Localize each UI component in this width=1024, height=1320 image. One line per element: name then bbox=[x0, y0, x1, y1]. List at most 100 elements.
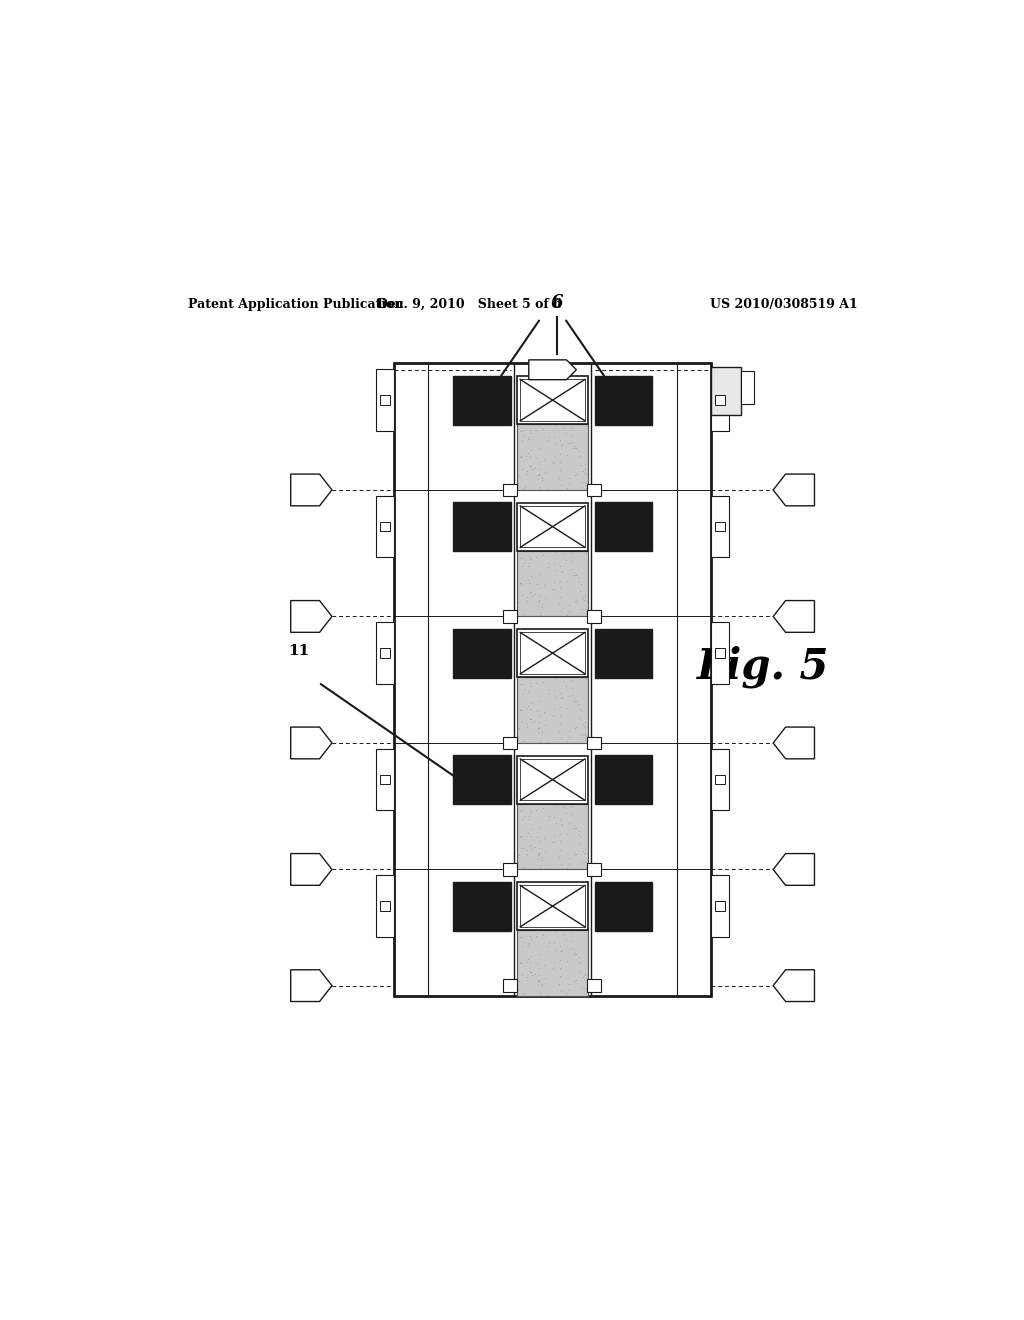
Point bbox=[578, 857, 594, 878]
Polygon shape bbox=[773, 854, 814, 886]
Point bbox=[557, 929, 573, 950]
Bar bbox=[503, 483, 517, 496]
Point bbox=[551, 846, 567, 867]
Point bbox=[540, 556, 556, 577]
Point bbox=[566, 562, 583, 583]
Point bbox=[553, 814, 569, 836]
Point bbox=[522, 836, 539, 857]
Point bbox=[551, 594, 567, 615]
Point bbox=[532, 605, 549, 626]
Bar bbox=[380, 395, 390, 405]
Point bbox=[561, 974, 578, 995]
Point bbox=[517, 573, 534, 594]
Point bbox=[517, 603, 534, 624]
Point bbox=[570, 441, 587, 462]
Point bbox=[546, 680, 562, 701]
Point bbox=[532, 985, 549, 1006]
Point bbox=[567, 690, 584, 711]
Point bbox=[561, 467, 578, 488]
Point bbox=[530, 585, 547, 606]
Bar bbox=[715, 775, 725, 784]
Point bbox=[578, 668, 594, 689]
Point bbox=[561, 979, 578, 1001]
Point bbox=[578, 725, 594, 746]
Point bbox=[580, 590, 596, 611]
Point bbox=[521, 825, 538, 846]
Point bbox=[540, 731, 556, 752]
Point bbox=[566, 814, 583, 836]
Bar bbox=[520, 886, 585, 927]
Point bbox=[535, 723, 551, 744]
Point bbox=[512, 826, 528, 847]
Point bbox=[577, 711, 593, 733]
Point bbox=[521, 805, 538, 826]
Bar bbox=[517, 630, 588, 677]
Bar bbox=[517, 882, 588, 931]
Point bbox=[512, 927, 528, 948]
Bar bbox=[712, 875, 729, 937]
Point bbox=[529, 465, 546, 486]
Point bbox=[532, 478, 549, 499]
Point bbox=[529, 974, 546, 995]
Point bbox=[531, 477, 548, 498]
Point bbox=[517, 952, 534, 973]
Point bbox=[570, 445, 587, 466]
Point bbox=[551, 713, 567, 734]
Point bbox=[514, 936, 530, 957]
Point bbox=[531, 817, 548, 838]
Point bbox=[540, 479, 556, 500]
Point bbox=[552, 570, 568, 591]
Point bbox=[509, 817, 525, 838]
Point bbox=[514, 585, 530, 606]
Point bbox=[516, 678, 532, 700]
Point bbox=[577, 725, 593, 746]
Point bbox=[535, 975, 551, 997]
Point bbox=[517, 446, 534, 467]
Point bbox=[575, 969, 592, 990]
Point bbox=[578, 851, 594, 873]
Polygon shape bbox=[291, 727, 332, 759]
Point bbox=[523, 961, 540, 982]
Bar bbox=[715, 521, 725, 532]
Point bbox=[546, 553, 562, 574]
Text: US 2010/0308519 A1: US 2010/0308519 A1 bbox=[711, 297, 858, 310]
Point bbox=[540, 858, 556, 879]
Point bbox=[517, 857, 534, 878]
Point bbox=[573, 978, 590, 999]
Point bbox=[523, 928, 540, 949]
Point bbox=[546, 705, 562, 726]
Point bbox=[527, 837, 544, 858]
Bar bbox=[712, 367, 741, 414]
Point bbox=[552, 451, 568, 473]
Point bbox=[548, 813, 564, 834]
Bar bbox=[520, 759, 585, 800]
Point bbox=[544, 451, 560, 473]
Point bbox=[544, 705, 560, 726]
Bar bbox=[377, 748, 394, 810]
Point bbox=[553, 561, 569, 582]
Point bbox=[580, 717, 596, 738]
Point bbox=[559, 824, 575, 845]
Point bbox=[514, 429, 530, 450]
Point bbox=[578, 543, 594, 564]
Point bbox=[577, 585, 593, 606]
Point bbox=[514, 458, 530, 479]
Bar bbox=[715, 902, 725, 911]
Point bbox=[552, 444, 568, 465]
Point bbox=[509, 564, 525, 585]
Bar bbox=[380, 521, 390, 532]
Text: Dec. 9, 2010   Sheet 5 of 6: Dec. 9, 2010 Sheet 5 of 6 bbox=[377, 297, 561, 310]
Bar bbox=[587, 737, 601, 750]
Point bbox=[578, 603, 594, 624]
Point bbox=[540, 606, 556, 627]
Point bbox=[524, 711, 541, 733]
Point bbox=[554, 434, 570, 455]
Point bbox=[566, 465, 583, 486]
Point bbox=[552, 854, 568, 875]
Bar bbox=[517, 755, 588, 804]
Point bbox=[522, 961, 539, 982]
Point bbox=[535, 597, 551, 618]
Point bbox=[548, 686, 564, 708]
Point bbox=[530, 718, 547, 739]
Point bbox=[564, 558, 581, 579]
